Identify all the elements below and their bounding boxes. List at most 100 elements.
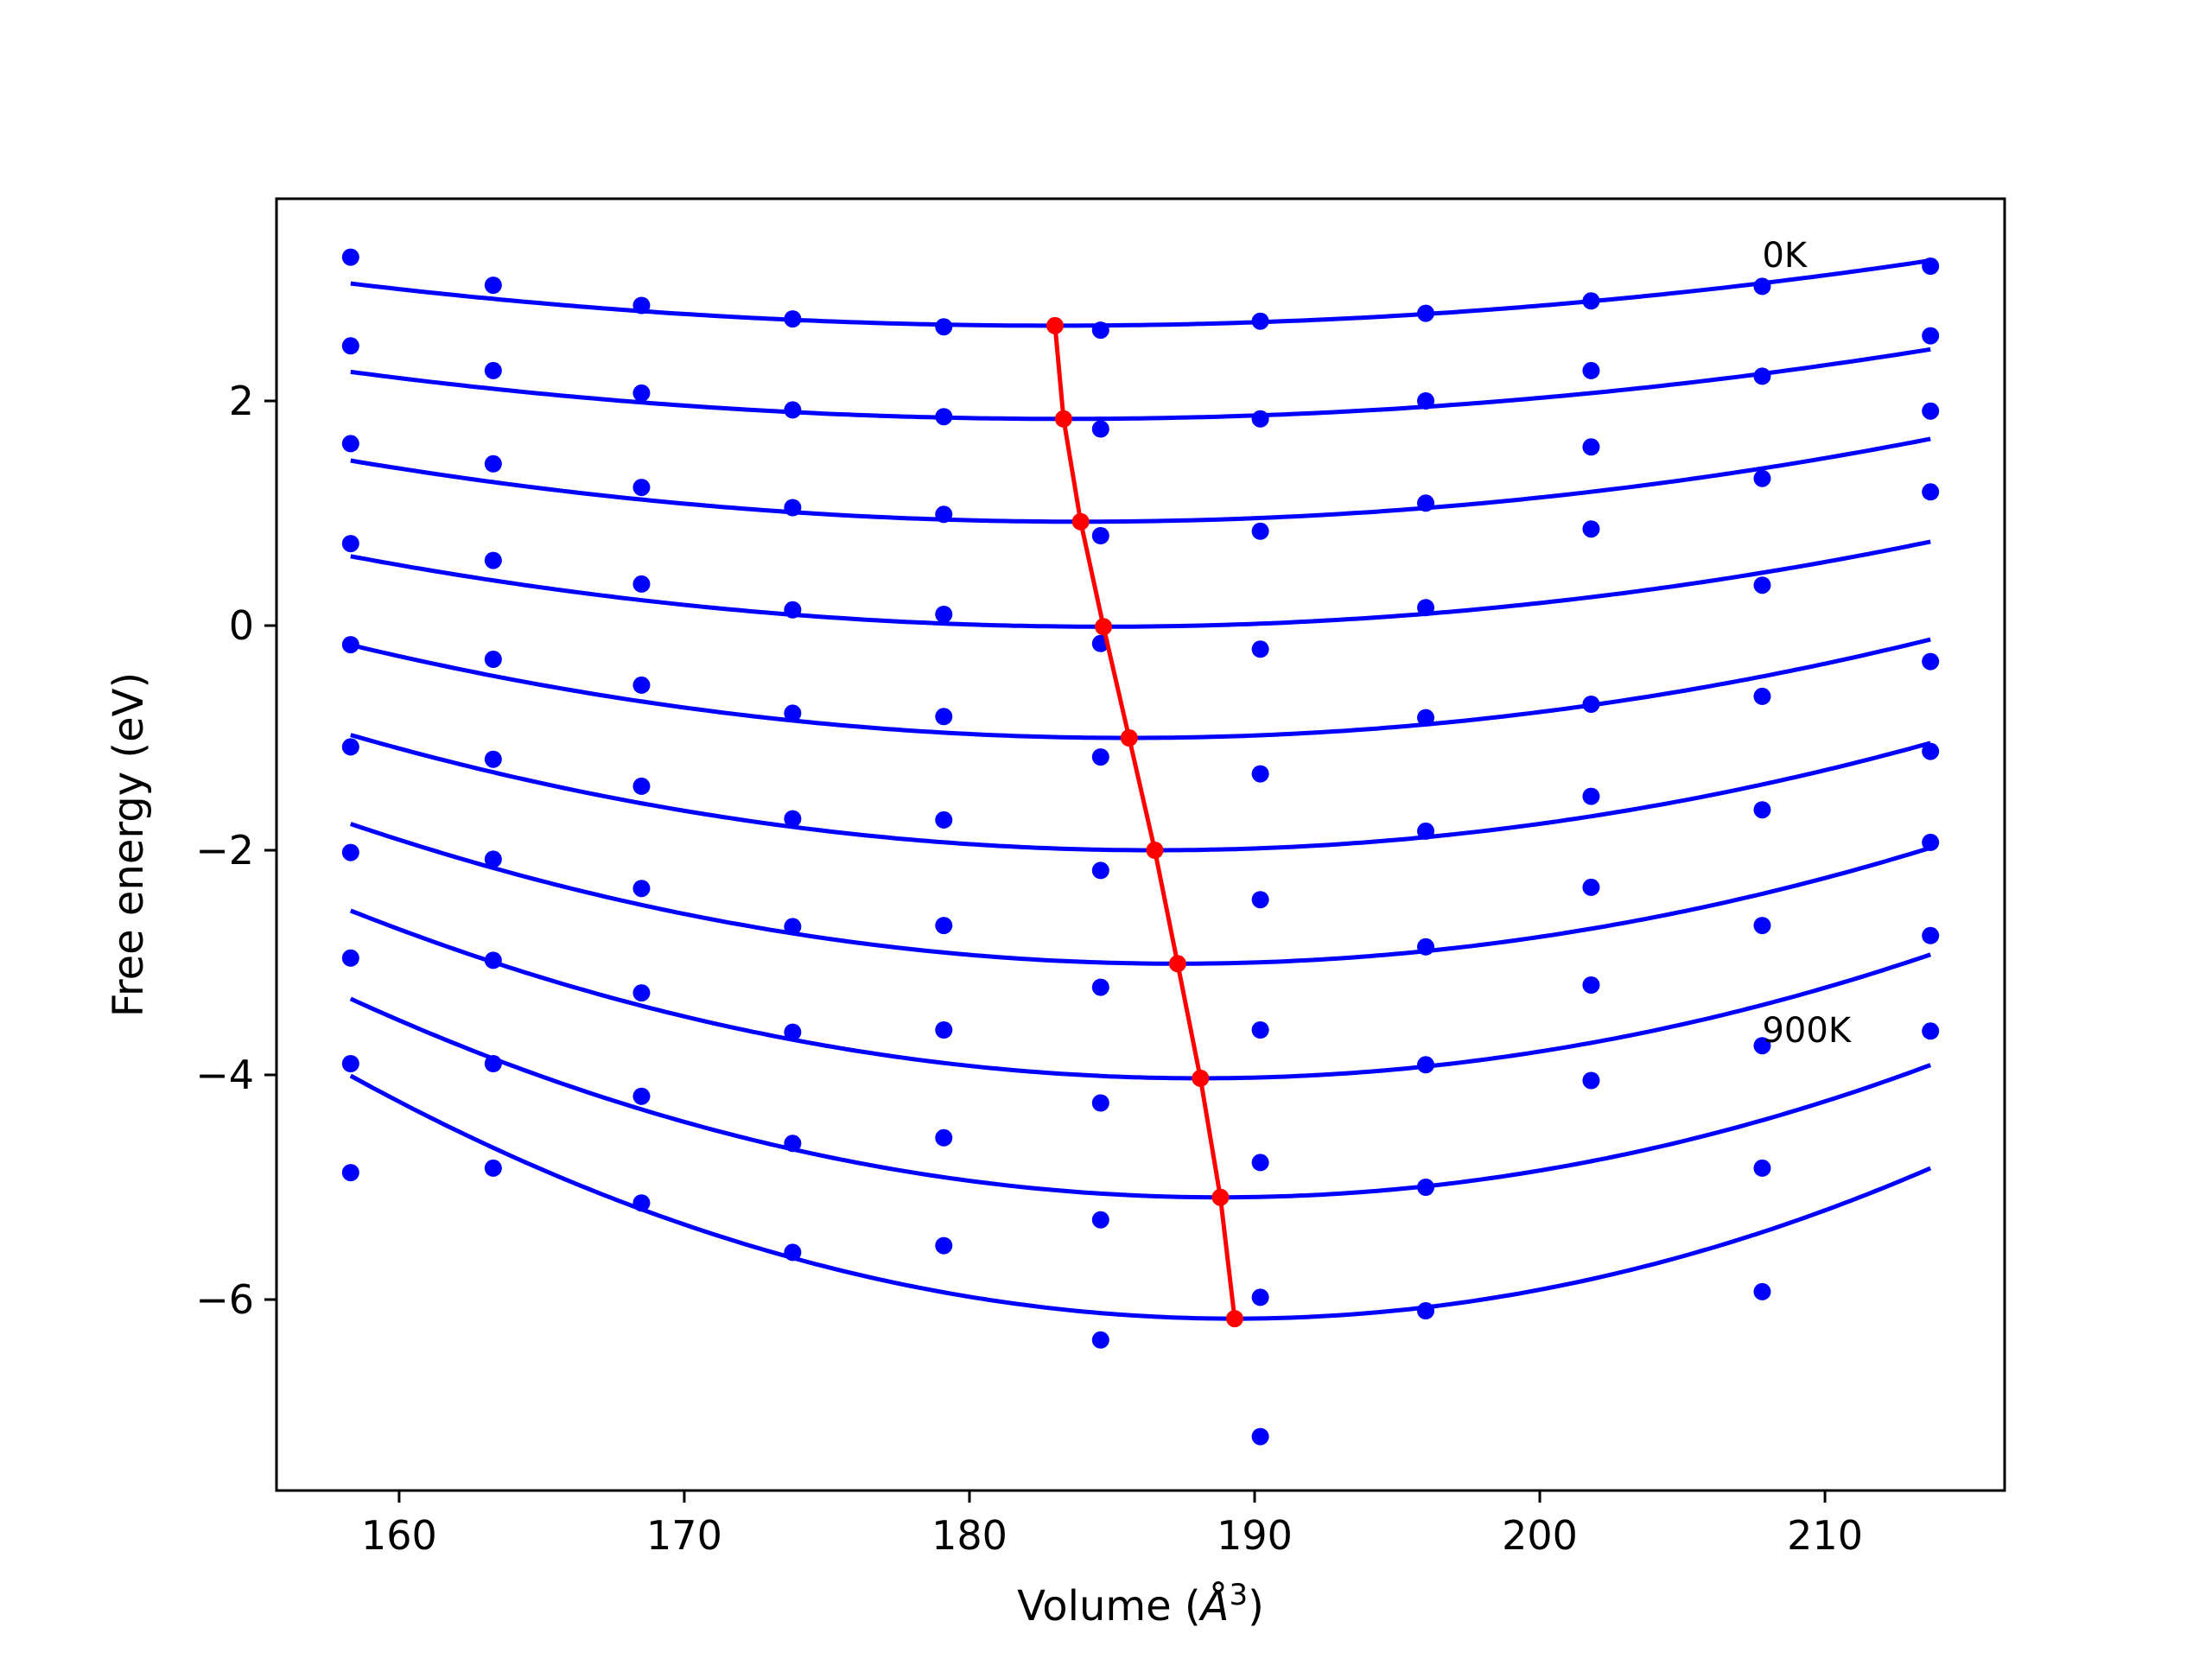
minimum-point	[1168, 955, 1186, 973]
data-point	[1753, 1282, 1771, 1300]
y-tick-label: 0	[229, 602, 254, 649]
data-point	[632, 1194, 651, 1212]
data-point	[935, 1021, 953, 1039]
data-point	[1417, 599, 1435, 617]
data-point	[632, 676, 651, 694]
data-point	[784, 601, 802, 619]
fit-curve-7	[349, 908, 1931, 1081]
data-point	[1922, 402, 1940, 420]
data-point	[1251, 765, 1269, 783]
data-point	[1091, 527, 1109, 544]
curve-annotation: 900K	[1762, 1011, 1852, 1051]
x-axis-label: Volume (Å3)	[1017, 1578, 1264, 1630]
fit-curve-9	[349, 1073, 1932, 1321]
data-point	[341, 337, 359, 355]
data-point	[484, 454, 502, 473]
data-point	[1251, 312, 1269, 330]
data-point	[484, 850, 502, 868]
data-point	[1922, 652, 1940, 671]
data-point	[484, 1159, 502, 1177]
data-point	[341, 843, 359, 861]
data-point	[1753, 576, 1771, 594]
y-tick-label: −4	[195, 1052, 254, 1098]
data-point	[632, 384, 651, 402]
data-point	[784, 704, 802, 722]
data-point	[1417, 822, 1435, 840]
data-point	[1417, 1302, 1435, 1319]
data-point	[484, 276, 502, 295]
data-point	[632, 479, 651, 497]
data-point	[1582, 361, 1600, 379]
data-point	[1091, 1094, 1109, 1112]
data-point	[1753, 1159, 1771, 1177]
data-point	[632, 777, 651, 795]
data-point	[784, 810, 802, 828]
data-point	[1753, 469, 1771, 487]
data-point	[1582, 976, 1600, 994]
data-point	[1251, 1288, 1269, 1306]
fit-curve-3	[350, 539, 1931, 629]
data-point	[1582, 787, 1600, 805]
data-point	[484, 1055, 502, 1072]
data-point	[1582, 292, 1600, 310]
data-point	[632, 984, 651, 1002]
data-point	[1251, 640, 1269, 658]
y-axis-ticks: 2 0 −2 −4 −6	[195, 378, 276, 1323]
x-axis-ticks: 160 170 180 190 200 210	[361, 1491, 1863, 1559]
data-point	[935, 606, 953, 623]
data-point	[784, 1243, 802, 1262]
x-tick-label: 160	[361, 1512, 437, 1559]
minimum-point	[1146, 842, 1164, 859]
data-point	[1922, 257, 1940, 275]
data-point	[341, 535, 359, 553]
data-point	[935, 505, 953, 524]
data-point	[1922, 327, 1940, 345]
data-point	[1091, 861, 1109, 880]
x-tick-label: 210	[1787, 1512, 1863, 1559]
data-point	[1417, 709, 1435, 727]
minimum-point	[1192, 1069, 1210, 1087]
data-point	[341, 435, 359, 453]
y-tick-label: 2	[229, 378, 254, 424]
data-point	[1091, 1211, 1109, 1229]
data-point	[1753, 277, 1771, 296]
data-point	[784, 310, 802, 328]
data-point	[484, 551, 502, 569]
data-point	[1582, 520, 1600, 538]
data-point	[1582, 878, 1600, 896]
y-tick-label: −2	[195, 827, 254, 874]
data-point	[484, 361, 502, 379]
data-point	[1091, 748, 1109, 766]
data-point	[1753, 367, 1771, 385]
minima-line	[1052, 325, 1237, 1319]
data-point	[341, 949, 359, 967]
data-points	[341, 248, 1940, 1446]
data-point	[784, 1023, 802, 1041]
data-point	[1251, 1154, 1269, 1172]
data-point	[935, 408, 953, 426]
curve-annotations: 0K 900K	[1762, 236, 1852, 1051]
x-tick-label: 180	[931, 1512, 1007, 1559]
data-point	[1091, 978, 1109, 996]
data-point	[935, 917, 953, 935]
data-point	[341, 248, 359, 266]
data-point	[1753, 801, 1771, 819]
data-point	[935, 318, 953, 336]
fit-curve-6	[350, 822, 1931, 966]
data-point	[484, 951, 502, 969]
data-point	[1922, 833, 1940, 851]
data-point	[632, 575, 651, 593]
data-point	[1417, 304, 1435, 322]
x-tick-label: 170	[646, 1512, 722, 1559]
data-point	[1251, 1021, 1269, 1039]
fit-curve-4	[350, 637, 1931, 741]
data-point	[935, 1128, 953, 1147]
data-point	[1417, 392, 1435, 410]
data-point	[1417, 938, 1435, 956]
minima-path	[1046, 316, 1243, 1328]
data-point	[784, 1135, 802, 1153]
data-point	[632, 1087, 651, 1105]
data-point	[341, 636, 359, 654]
fit-curves	[349, 258, 1932, 1321]
x-tick-label: 190	[1217, 1512, 1293, 1559]
